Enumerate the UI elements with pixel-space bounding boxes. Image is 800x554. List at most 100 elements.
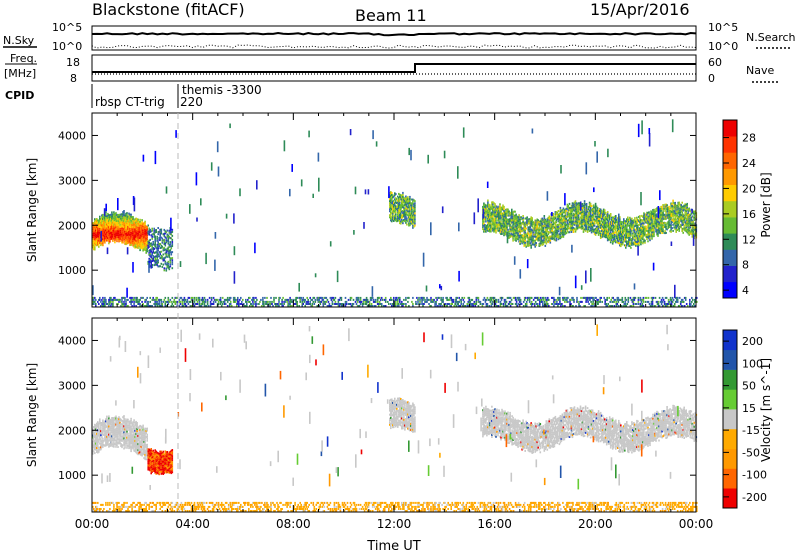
echo-cell [322,298,325,301]
echo-cell [523,224,525,227]
echo-cell [302,296,304,299]
echo-cell [606,305,608,307]
echo-cell [649,219,651,221]
echo-cell [495,223,497,226]
echo-cell [110,219,112,222]
echo-cell [169,241,172,244]
echo-cell [113,227,115,230]
echo-cell [591,212,594,214]
echo-cell [554,239,557,242]
echo-cell [656,303,659,305]
echo-cell [95,231,97,234]
echo-cell [469,305,472,307]
echo-cell [586,296,588,299]
echo-cell [654,212,656,215]
cpid-entry-220: 220 [180,95,203,109]
echo-cell [98,225,100,228]
echo-cell [534,300,537,303]
echo-cell [616,235,618,238]
echo-cell [159,265,161,268]
echo-cell [266,300,268,303]
echo-cell [621,300,624,303]
echo-cell [649,239,651,242]
echo-cell [310,298,312,301]
echo-cell [623,222,625,225]
echo-cell [636,228,638,231]
echo-cell [127,305,129,307]
echo-cell [475,296,478,299]
echo-cell [606,217,609,220]
echo-cell [507,303,510,305]
echo-cell [486,214,488,217]
echo-cell [502,228,504,231]
echo-cell [488,203,490,206]
echo-cell [245,305,247,307]
echo-cell [405,211,407,214]
echo-cell [389,206,391,209]
echo-cell [401,204,403,207]
echo-cell [567,207,570,209]
echo-cell [421,300,423,303]
echo-cell [166,229,169,232]
echo-cell [482,205,484,208]
echo-cell [139,303,141,305]
echo-cell [560,228,563,230]
echo-cell [168,231,171,234]
echo-cell [96,238,98,241]
echo-cell [98,221,100,224]
echo-cell [401,202,403,205]
echo-cell [164,262,167,265]
echo-cell [106,227,108,230]
echo-cell [344,303,347,305]
echo-cell [394,202,396,205]
echo-cell [107,239,109,242]
echo-cell [564,228,567,231]
echo-cell [533,227,535,230]
echo-cell [322,303,325,305]
echo-cell [523,240,525,243]
echo-cell [140,305,142,307]
echo-cell [413,203,415,206]
echo-cell [483,230,485,233]
echo-cell [650,214,652,217]
echo-cell [550,219,553,222]
echo-cell [499,300,502,303]
echo-cell [98,219,100,222]
echo-cell [115,228,117,231]
echo-cell [234,298,237,301]
echo-cell [397,211,399,214]
echo-cell [201,296,204,299]
echo-cell [160,246,163,249]
echo-cell [598,208,601,210]
echo-cell [601,217,604,220]
echo-cell [414,210,416,213]
echo-cell [652,233,654,236]
echo-cell [614,231,616,234]
nsky-tick-high: 10^5 [52,21,82,34]
echo-cell [498,209,500,212]
echo-cell [399,296,401,299]
echo-cell [660,230,662,233]
echo-cell [133,300,135,303]
echo-cell [124,234,126,237]
echo-cell [646,234,648,236]
echo-cell [520,228,522,231]
echo-cell [567,227,570,230]
echo-cell [139,218,141,221]
echo-cell [412,200,414,203]
echo-cell [395,213,397,216]
echo-cell [584,213,587,216]
echo-cell [504,231,506,234]
echo-cell [605,230,608,233]
echo-cell [514,236,516,239]
echo-cell [94,218,96,221]
echo-cell [506,305,509,307]
echo-cell [662,208,664,211]
echo-cell [446,305,448,307]
echo-cell [509,219,511,222]
echo-cell [153,233,155,236]
echo-cell [581,209,584,212]
echo-cell [473,300,476,303]
echo-cell [317,300,320,303]
echo-cell [657,232,659,235]
